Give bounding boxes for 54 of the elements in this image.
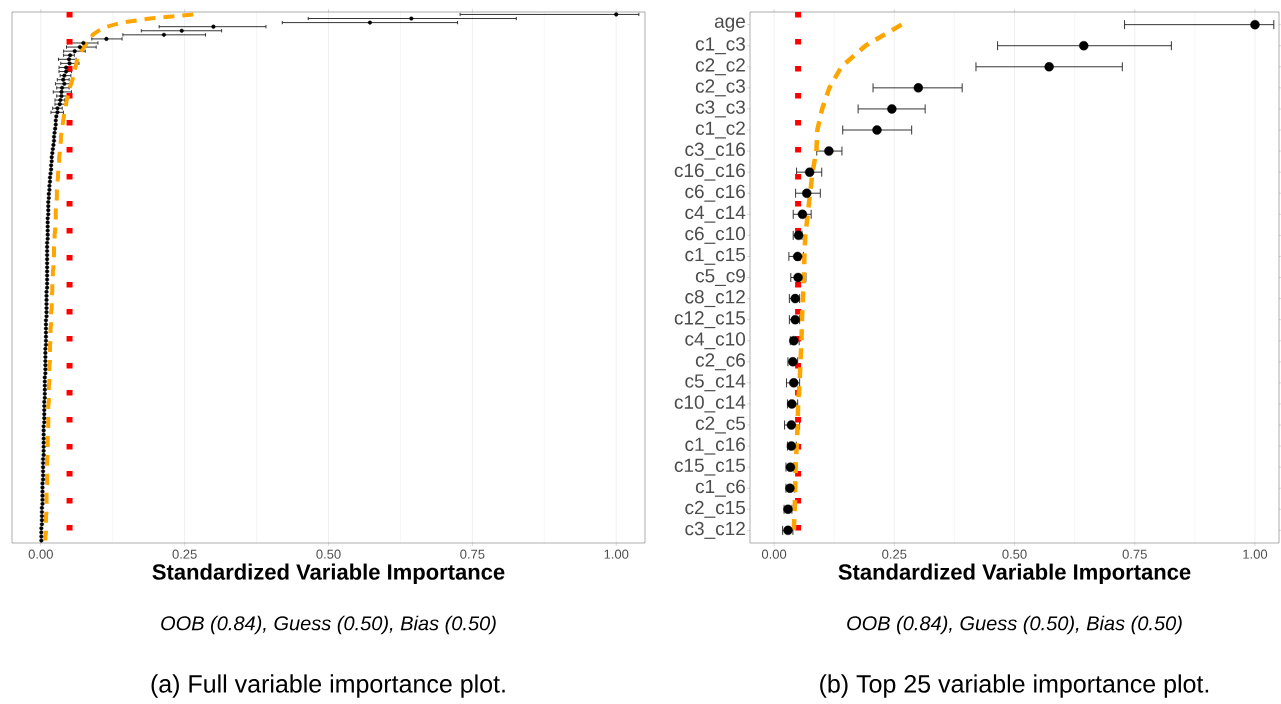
y-tick-label: c2_c5 <box>695 416 746 434</box>
y-tick-label: c1_c3 <box>695 37 745 55</box>
y-tick-label: c12_c15 <box>674 311 745 329</box>
point <box>824 146 834 156</box>
x-tick-label: 0.25 <box>882 549 907 559</box>
y-tick-label: c3_c3 <box>695 100 745 118</box>
y-tick-label: c3_c16 <box>685 142 745 160</box>
x-tick-label: 0.50 <box>1002 549 1027 559</box>
y-tick-label: c3_c12 <box>685 521 745 539</box>
text: (b) Top 25 variable importance plot. <box>820 674 1209 698</box>
point <box>804 167 815 177</box>
y-tick-label: c5_c14 <box>685 374 746 392</box>
y-tick-label: c4_c10 <box>685 332 746 350</box>
y-tick-label: c6_c16 <box>685 184 745 202</box>
y-tick-label: c2_c3 <box>695 79 745 97</box>
y-tick-label: c1_c2 <box>695 121 745 139</box>
x-axis-title: Standardized Variable Importance <box>152 563 505 585</box>
point <box>887 104 897 114</box>
x-axis-title: Standardized Variable Importance <box>838 563 1191 585</box>
x-tick-label: 1.00 <box>604 549 629 559</box>
text: (a) Full variable importance plot. <box>151 674 505 698</box>
y-tick-label: c2_c2 <box>695 58 745 76</box>
text: OOB (0.84), Guess (0.50), Bias (0.50) <box>161 615 496 635</box>
y-tick-label: c5_c9 <box>695 268 745 287</box>
y-tick-label: c15_c15 <box>674 458 745 476</box>
x-tick-label: 0.00 <box>28 549 53 559</box>
y-tick-label: c8_c12 <box>685 290 745 308</box>
y-tick-label: c1_c15 <box>685 248 746 265</box>
y-tick-label: c6_c10 <box>685 226 746 244</box>
y-tick-label: c2_c15 <box>685 500 746 518</box>
y-tick-label: c10_c14 <box>674 395 746 413</box>
point <box>802 188 812 198</box>
x-tick-label: 0.25 <box>172 549 197 559</box>
y-tick-label: c4_c14 <box>685 205 746 223</box>
point <box>786 420 797 430</box>
point <box>913 83 924 93</box>
y-tick-label: c1_c16 <box>685 437 745 455</box>
point <box>792 251 803 262</box>
y-tick-label: age <box>714 17 745 32</box>
x-tick-label: 0.75 <box>1122 549 1147 559</box>
point <box>1250 19 1260 30</box>
point <box>1044 62 1054 72</box>
x-tick-label: 1.00 <box>1243 549 1268 559</box>
y-tick-label: c1_c6 <box>695 479 745 497</box>
point <box>872 125 882 135</box>
text: OOB (0.84), Guess (0.50), Bias (0.50) <box>847 615 1182 635</box>
y-tick-label: c16_c16 <box>674 163 745 181</box>
x-tick-label: 0.00 <box>761 549 787 559</box>
point <box>793 272 803 283</box>
x-tick-label: 0.75 <box>460 549 485 559</box>
y-tick-label: c2_c6 <box>695 353 745 371</box>
point <box>797 209 808 219</box>
point <box>1079 41 1089 51</box>
x-tick-label: 0.50 <box>316 549 341 559</box>
